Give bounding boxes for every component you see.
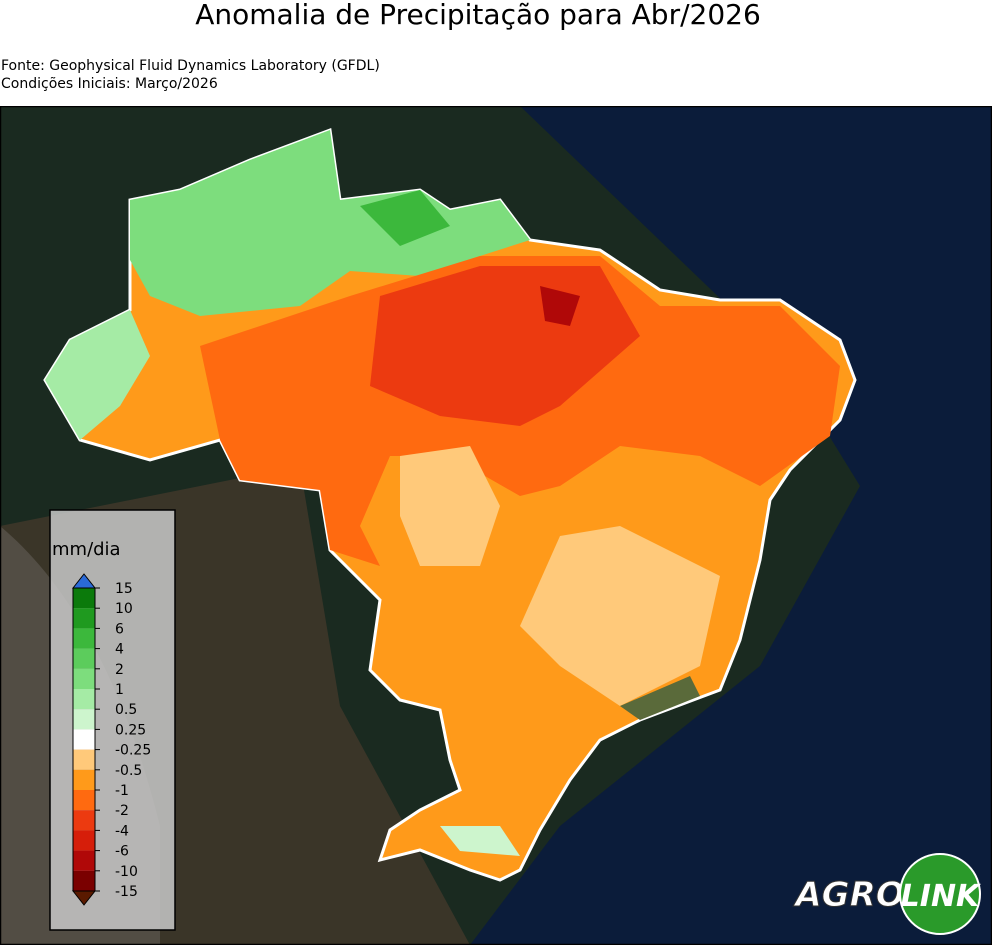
logo-left: AGRO	[792, 875, 904, 915]
colorbar-tick-label: 0.25	[115, 722, 146, 738]
colorbar-tick-label: 1	[115, 682, 124, 698]
colorbar: mm/dia 15 10 6 4 2 1 0.5 0.25 -0.25 -0.5 -1 -2 -4 -6 -…	[49, 509, 176, 931]
colorbar-band	[73, 769, 95, 790]
light-1	[400, 446, 500, 566]
colorbar-tick-label: -0.25	[115, 743, 151, 759]
green-south	[440, 826, 520, 856]
colorbar-tick-label: 4	[115, 642, 124, 658]
colorbar-band	[73, 830, 95, 851]
colorbar-tick-label: -0.5	[115, 763, 142, 779]
colorbar-tick-label: 6	[115, 621, 124, 637]
colorbar-band	[73, 628, 95, 649]
red-3	[540, 286, 580, 326]
colorbar-band	[73, 709, 95, 730]
colorbar-tick-label: 10	[115, 601, 133, 617]
colorbar-outline	[72, 587, 96, 892]
title: Anomalia de Precipitação para Abr/2026	[195, 0, 761, 31]
colorbar-tick-label: 0.5	[115, 702, 137, 718]
green-north	[130, 130, 530, 316]
colorbar-tick-label: -1	[115, 783, 129, 799]
colorbar-band	[73, 648, 95, 669]
colorbar-band	[73, 810, 95, 831]
colorbar-band	[73, 668, 95, 689]
colorbar-band	[73, 850, 95, 871]
logo: AGRO LINK	[792, 853, 982, 935]
colorbar-box	[49, 509, 176, 931]
colorbar-band	[73, 608, 95, 629]
colorbar-tick-label: -2	[115, 803, 129, 819]
map: mm/dia 15 10 6 4 2 1 0.5 0.25 -0.25 -0.5 -1 -2 -4 -6 -…	[0, 106, 992, 945]
colorbar-tick-label: 2	[115, 662, 124, 678]
source: Fonte: Geophysical Fluid Dynamics Labora…	[1, 58, 380, 74]
colorbar-tick-label: -15	[115, 884, 138, 900]
colorbar-label: mm/dia	[52, 539, 121, 560]
logo-right: LINK	[901, 879, 982, 914]
colorbar-band	[73, 729, 95, 750]
colorbar-tick-label: -4	[115, 823, 129, 839]
colorbar-band	[73, 790, 95, 811]
colorbar-band	[73, 870, 95, 891]
colorbar-band	[73, 588, 95, 609]
initial-conditions: Condições Iniciais: Março/2026	[1, 76, 218, 92]
logo-circle	[899, 853, 981, 935]
colorbar-band	[73, 689, 95, 710]
colorbar-tick-label: -10	[115, 864, 138, 880]
colorbar-tick-label: 15	[115, 581, 133, 597]
light-2	[520, 526, 720, 706]
colorbar-tick-label: -6	[115, 844, 129, 860]
colorbar-band	[73, 749, 95, 770]
gap-1	[620, 676, 700, 720]
green-core	[360, 190, 450, 246]
ocean	[470, 106, 992, 945]
green-west	[45, 310, 150, 440]
